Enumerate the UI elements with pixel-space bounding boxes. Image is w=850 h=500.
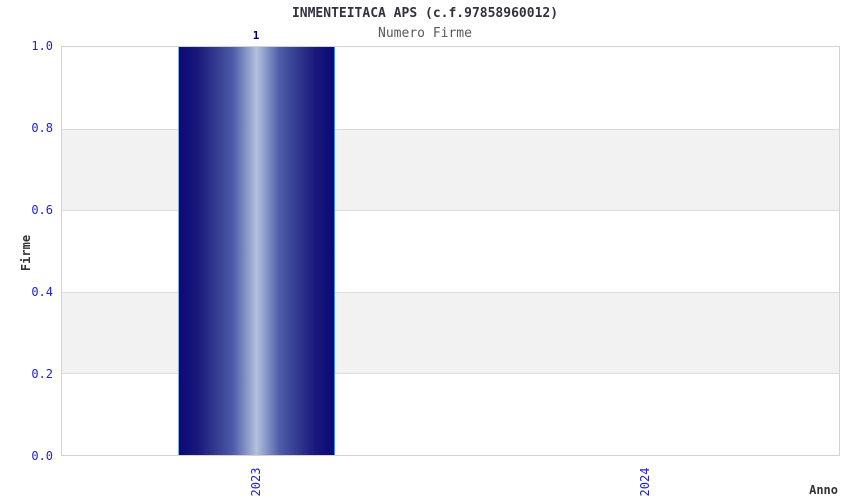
ytick-0-6: 0.6 (31, 203, 53, 217)
bar-2023 (178, 47, 335, 455)
plot-area (61, 46, 840, 456)
ytick-0-4: 0.4 (31, 285, 53, 299)
xtick-2023: 2023 (249, 467, 263, 497)
gridline-0-2 (62, 373, 839, 375)
ytick-1-0: 1.0 (31, 39, 53, 53)
ytick-0-8: 0.8 (31, 121, 53, 135)
x-axis-label: Anno (809, 483, 838, 497)
chart-title: INMENTEITACA APS (c.f.97858960012) (291, 6, 559, 21)
y-axis-label: Firme (19, 234, 33, 272)
gridline-0-8 (62, 128, 839, 130)
gridline-0-6 (62, 210, 839, 212)
bar-value-label: 1 (252, 29, 260, 42)
gridline-0-4 (62, 291, 839, 293)
ytick-0-2: 0.2 (31, 367, 53, 381)
ytick-0-0: 0.0 (31, 449, 53, 463)
xtick-2024: 2024 (638, 467, 652, 497)
chart-subtitle: Numero Firme (378, 26, 472, 41)
